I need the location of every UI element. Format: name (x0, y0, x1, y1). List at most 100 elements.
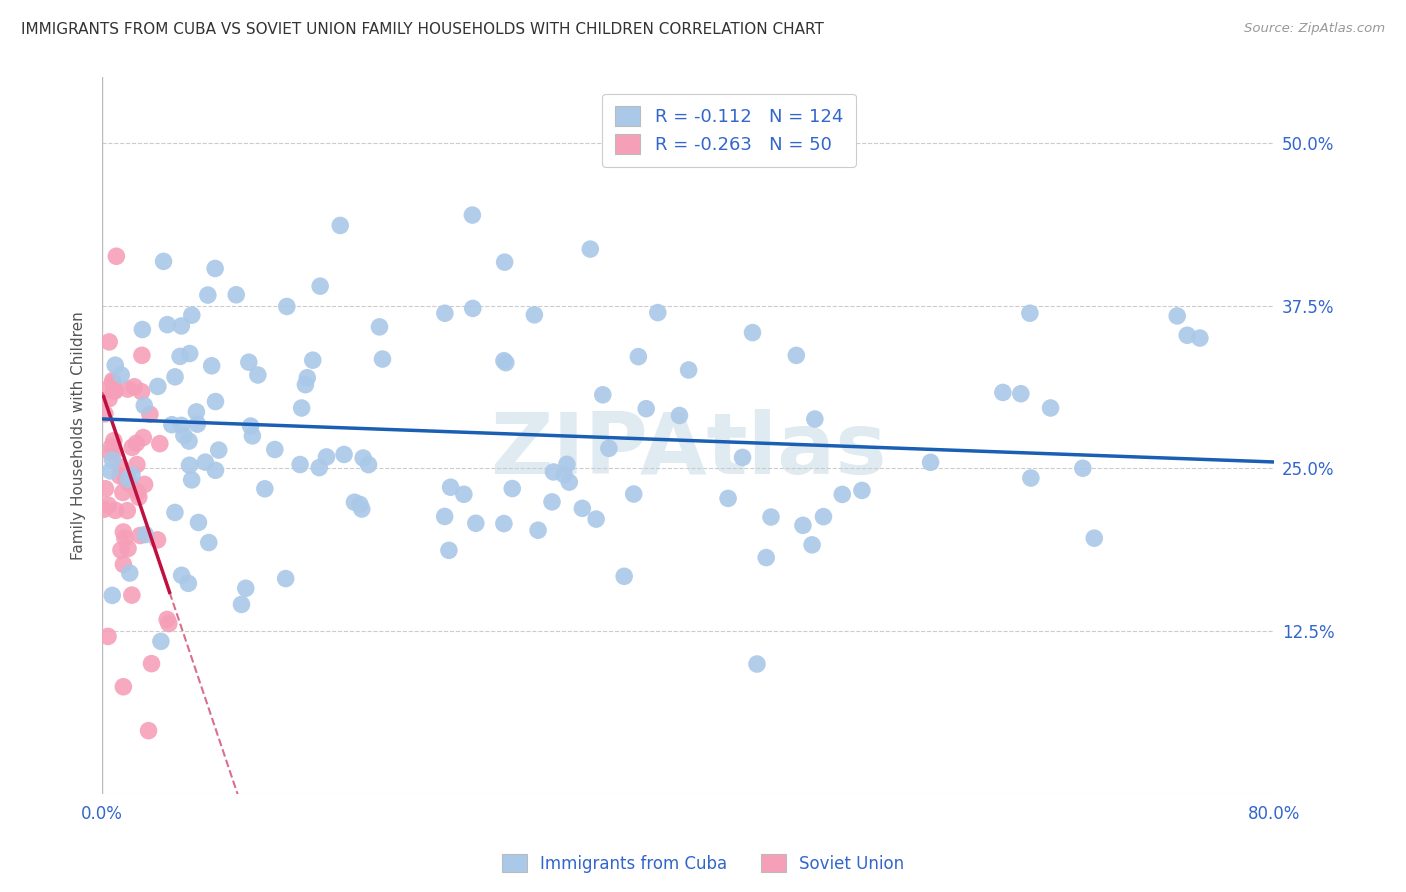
Point (134, 527, 156, 541)
Y-axis label: Family Households with Children: Family Households with Children (72, 311, 86, 560)
Point (1018, 306, 1040, 320)
Point (225, 287, 247, 301)
Point (118, 477, 141, 491)
Point (163, 505, 186, 519)
Point (170, 568, 193, 582)
Point (368, 319, 391, 334)
Point (585, 512, 607, 526)
Point (101, 376, 124, 391)
Point (627, 350, 650, 364)
Point (114, 471, 136, 485)
Point (527, 523, 550, 537)
Point (592, 388, 614, 402)
Point (179, 458, 201, 473)
Point (101, 374, 124, 388)
Point (495, 356, 517, 370)
Point (146, 379, 169, 393)
Point (1010, 386, 1032, 401)
Point (112, 524, 135, 539)
Point (239, 419, 262, 434)
Point (198, 535, 221, 549)
Point (204, 261, 226, 276)
Point (118, 566, 141, 580)
Point (156, 318, 179, 332)
Point (141, 657, 163, 671)
Point (494, 255, 516, 269)
Point (333, 447, 356, 461)
Point (169, 350, 191, 364)
Point (231, 598, 253, 612)
Point (492, 516, 515, 531)
Point (110, 543, 132, 558)
Point (93, 502, 115, 516)
Point (111, 485, 134, 500)
Point (180, 473, 202, 487)
Point (464, 516, 486, 531)
Point (94, 407, 117, 421)
Text: Source: ZipAtlas.com: Source: ZipAtlas.com (1244, 22, 1385, 36)
Point (294, 377, 316, 392)
Point (194, 455, 217, 469)
Point (297, 370, 319, 384)
Point (201, 359, 224, 373)
Point (461, 208, 484, 222)
Point (104, 384, 127, 398)
Point (717, 491, 740, 506)
Point (127, 485, 149, 500)
Point (235, 581, 257, 595)
Point (543, 465, 565, 479)
Point (101, 453, 124, 467)
Point (197, 288, 219, 302)
Point (186, 417, 208, 431)
Point (187, 516, 209, 530)
Point (1083, 531, 1105, 545)
Point (139, 407, 162, 421)
Point (177, 434, 200, 448)
Point (579, 242, 602, 256)
Point (437, 543, 460, 558)
Point (555, 458, 578, 472)
Point (439, 480, 461, 494)
Point (745, 657, 768, 671)
Point (301, 353, 323, 368)
Legend: Immigrants from Cuba, Soviet Union: Immigrants from Cuba, Soviet Union (495, 847, 911, 880)
Point (121, 468, 143, 483)
Point (125, 436, 148, 450)
Point (98, 392, 121, 406)
Point (541, 495, 564, 509)
Point (352, 450, 374, 465)
Point (105, 249, 128, 263)
Point (613, 569, 636, 583)
Point (433, 306, 456, 320)
Point (731, 450, 754, 465)
Point (134, 399, 156, 413)
Point (156, 612, 179, 626)
Point (357, 458, 380, 472)
Point (813, 509, 835, 524)
Point (851, 483, 873, 498)
Point (132, 431, 155, 445)
Point (636, 401, 658, 416)
Point (308, 460, 330, 475)
Point (501, 482, 523, 496)
Point (163, 369, 186, 384)
Point (453, 487, 475, 501)
Point (131, 322, 153, 336)
Point (101, 588, 124, 602)
Point (263, 442, 285, 457)
Point (100, 464, 122, 478)
Point (371, 352, 394, 367)
Point (350, 502, 373, 516)
Point (831, 487, 853, 501)
Text: ZIPAtlas: ZIPAtlas (489, 409, 886, 491)
Point (1019, 471, 1042, 485)
Point (647, 305, 669, 319)
Point (558, 475, 581, 489)
Point (204, 463, 226, 477)
Point (1071, 461, 1094, 475)
Point (98, 334, 121, 349)
Point (134, 477, 156, 491)
Point (433, 509, 456, 524)
Point (146, 533, 169, 547)
Point (110, 368, 132, 382)
